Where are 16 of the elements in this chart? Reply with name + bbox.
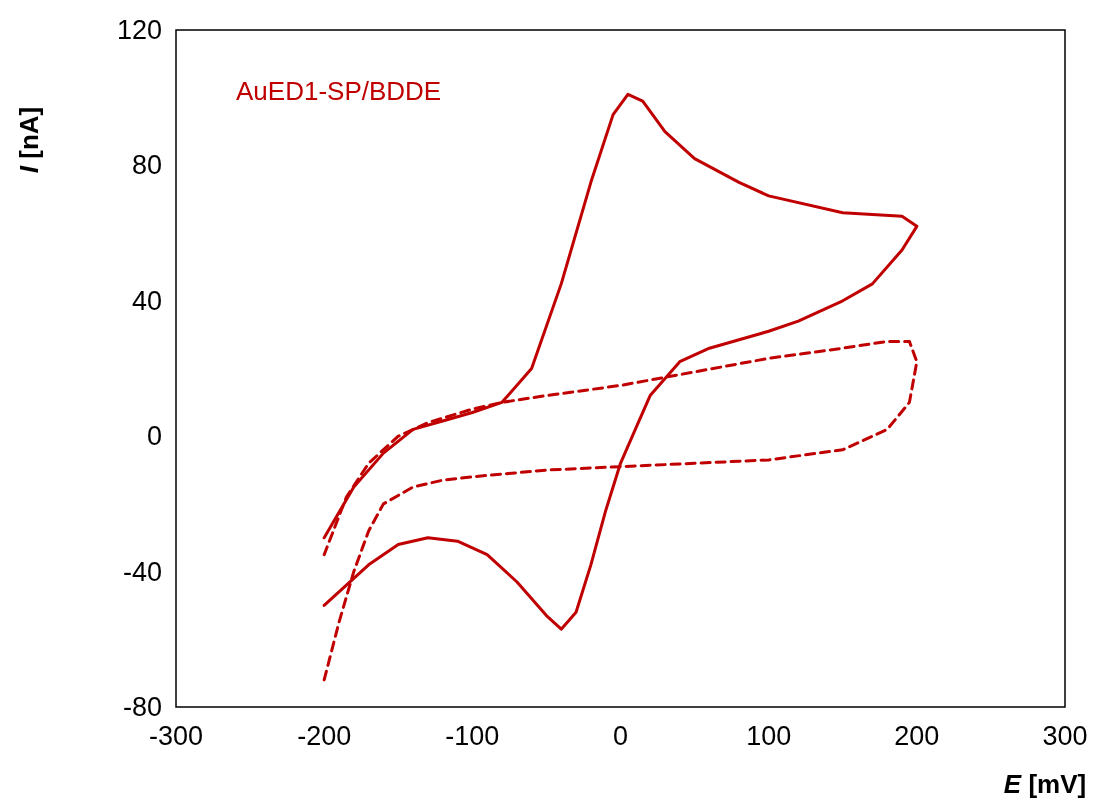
y-tick-label: -80 <box>122 692 162 722</box>
y-axis-title: I [nA] <box>14 106 44 174</box>
x-tick-label: 0 <box>612 721 629 751</box>
x-tick-label: 100 <box>746 721 792 751</box>
y-tick-label: 40 <box>131 285 162 316</box>
y-tick-label: 120 <box>116 15 162 45</box>
x-tick-label: -100 <box>445 721 500 751</box>
x-tick-label: -300 <box>148 721 204 751</box>
x-tick-label: 300 <box>1042 721 1088 751</box>
y-tick-label: 0 <box>146 421 162 452</box>
x-axis-title: E [mV] <box>1003 769 1087 799</box>
x-tick-label: -200 <box>297 721 352 751</box>
annotation: AuED1-SP/BDDE <box>236 76 442 106</box>
y-tick-label: -40 <box>122 556 162 587</box>
x-tick-label: 200 <box>894 721 940 751</box>
y-tick-label: 80 <box>131 150 162 181</box>
